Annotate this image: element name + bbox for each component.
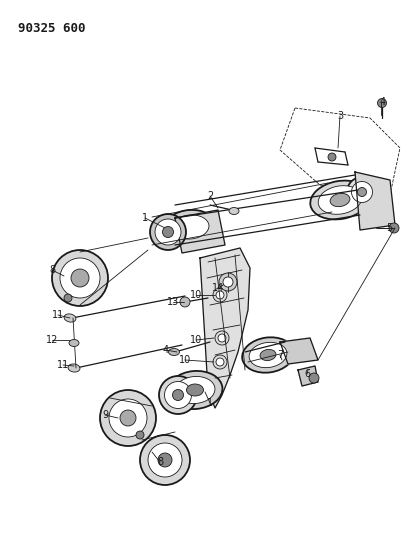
Ellipse shape: [187, 384, 203, 396]
Ellipse shape: [164, 382, 192, 408]
Ellipse shape: [64, 294, 72, 302]
Ellipse shape: [120, 410, 136, 426]
Ellipse shape: [223, 277, 233, 287]
Ellipse shape: [310, 181, 370, 220]
Text: 4: 4: [163, 345, 169, 355]
Ellipse shape: [347, 177, 377, 207]
Text: 1: 1: [207, 398, 213, 408]
Ellipse shape: [213, 288, 227, 302]
Ellipse shape: [175, 376, 215, 403]
Ellipse shape: [173, 390, 183, 400]
Text: 14: 14: [212, 283, 224, 293]
Text: 2: 2: [207, 191, 213, 201]
Text: 8: 8: [157, 457, 163, 467]
Ellipse shape: [318, 185, 362, 214]
Ellipse shape: [148, 443, 182, 477]
Text: 9: 9: [102, 410, 108, 420]
Text: 13: 13: [167, 297, 179, 307]
Ellipse shape: [171, 215, 209, 239]
Polygon shape: [200, 248, 250, 408]
Ellipse shape: [168, 371, 222, 409]
Text: 3: 3: [337, 111, 343, 121]
Ellipse shape: [169, 349, 180, 356]
Text: 12: 12: [46, 335, 58, 345]
Ellipse shape: [69, 340, 79, 346]
Ellipse shape: [180, 297, 190, 307]
Ellipse shape: [377, 99, 386, 108]
Ellipse shape: [389, 223, 399, 233]
Ellipse shape: [162, 227, 173, 238]
Ellipse shape: [68, 364, 80, 372]
Text: 5: 5: [386, 223, 392, 233]
Text: 1: 1: [142, 213, 148, 223]
Ellipse shape: [155, 219, 181, 245]
Ellipse shape: [164, 210, 216, 244]
Ellipse shape: [136, 431, 144, 439]
Ellipse shape: [219, 273, 237, 291]
Ellipse shape: [60, 258, 100, 298]
Ellipse shape: [213, 355, 227, 369]
Ellipse shape: [159, 376, 197, 414]
Text: 11: 11: [52, 310, 64, 320]
Ellipse shape: [158, 453, 172, 467]
Ellipse shape: [216, 291, 224, 299]
Ellipse shape: [140, 435, 190, 485]
Ellipse shape: [150, 214, 186, 250]
Polygon shape: [355, 172, 395, 230]
Text: 10: 10: [190, 290, 202, 300]
Ellipse shape: [216, 358, 224, 366]
Polygon shape: [280, 338, 318, 364]
Ellipse shape: [52, 250, 108, 306]
Ellipse shape: [71, 269, 89, 287]
Ellipse shape: [351, 182, 372, 203]
Text: 10: 10: [179, 355, 191, 365]
Polygon shape: [298, 366, 318, 386]
Ellipse shape: [330, 193, 350, 207]
Ellipse shape: [64, 314, 76, 322]
Ellipse shape: [218, 334, 226, 342]
Polygon shape: [175, 210, 225, 253]
Ellipse shape: [109, 399, 147, 437]
Text: 10: 10: [190, 335, 202, 345]
Text: 7: 7: [277, 350, 283, 360]
Ellipse shape: [358, 188, 367, 197]
Text: 11: 11: [57, 360, 69, 370]
Ellipse shape: [309, 373, 319, 383]
Ellipse shape: [260, 350, 276, 360]
Ellipse shape: [328, 153, 336, 161]
Ellipse shape: [229, 207, 239, 214]
Text: 90325 600: 90325 600: [18, 22, 85, 35]
Ellipse shape: [249, 342, 287, 368]
Ellipse shape: [242, 337, 294, 373]
Ellipse shape: [100, 390, 156, 446]
Text: 4: 4: [380, 97, 386, 107]
Text: 8: 8: [49, 265, 55, 275]
Text: 6: 6: [304, 369, 310, 379]
Ellipse shape: [215, 331, 229, 345]
